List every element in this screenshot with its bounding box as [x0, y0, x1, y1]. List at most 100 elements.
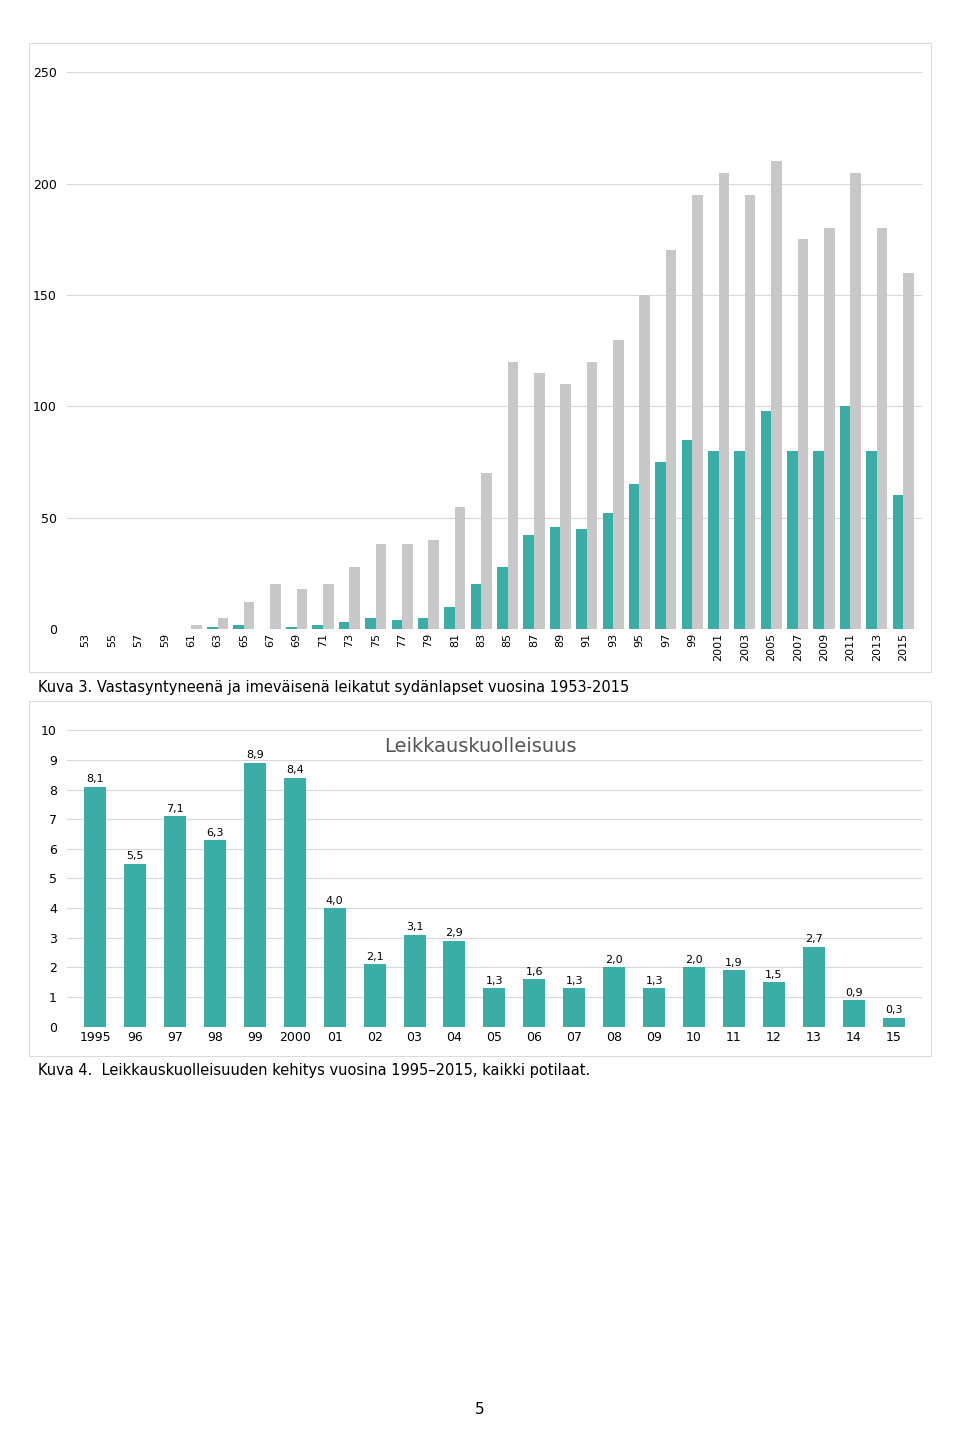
Bar: [903, 273, 914, 629]
Bar: [692, 195, 703, 629]
Bar: [745, 195, 756, 629]
Bar: [508, 362, 518, 629]
Bar: [233, 625, 244, 629]
Bar: [666, 250, 677, 629]
Bar: [550, 526, 561, 629]
Bar: [403, 934, 425, 1027]
Bar: [204, 840, 226, 1027]
Bar: [244, 603, 254, 629]
Text: 1,3: 1,3: [645, 976, 662, 986]
Text: 8,1: 8,1: [86, 774, 104, 784]
Bar: [523, 535, 534, 629]
Bar: [444, 941, 466, 1027]
Bar: [402, 544, 413, 629]
Text: 5,5: 5,5: [127, 852, 144, 862]
Bar: [763, 982, 785, 1027]
Text: 6,3: 6,3: [206, 827, 224, 837]
Bar: [523, 979, 545, 1027]
Bar: [803, 947, 825, 1027]
Bar: [365, 617, 375, 629]
Bar: [428, 539, 439, 629]
Bar: [643, 988, 665, 1027]
Bar: [484, 988, 505, 1027]
Bar: [470, 584, 481, 629]
Text: 3,1: 3,1: [406, 923, 423, 933]
Bar: [375, 544, 386, 629]
Bar: [324, 908, 346, 1027]
Text: 2,0: 2,0: [685, 954, 703, 964]
Bar: [207, 626, 218, 629]
Bar: [124, 863, 146, 1027]
Bar: [723, 970, 745, 1027]
Bar: [564, 988, 586, 1027]
Bar: [392, 620, 402, 629]
Text: 4,0: 4,0: [325, 895, 344, 905]
Bar: [284, 778, 305, 1027]
Text: 5: 5: [475, 1403, 485, 1417]
Bar: [734, 451, 745, 629]
Bar: [349, 567, 360, 629]
Bar: [534, 373, 544, 629]
Bar: [312, 625, 323, 629]
Bar: [164, 816, 186, 1027]
Bar: [708, 451, 718, 629]
Bar: [339, 622, 349, 629]
Bar: [656, 463, 666, 629]
Bar: [444, 607, 455, 629]
Text: 1,9: 1,9: [725, 957, 743, 967]
Bar: [286, 626, 297, 629]
Bar: [603, 967, 625, 1027]
Text: 8,9: 8,9: [246, 750, 264, 761]
Bar: [218, 617, 228, 629]
Bar: [639, 295, 650, 629]
Bar: [561, 385, 571, 629]
Bar: [771, 162, 781, 629]
Bar: [843, 1001, 865, 1027]
Text: 0,9: 0,9: [845, 988, 862, 998]
Bar: [481, 473, 492, 629]
Text: 2,9: 2,9: [445, 928, 464, 938]
Bar: [191, 625, 202, 629]
Bar: [718, 172, 729, 629]
Bar: [418, 617, 428, 629]
Bar: [813, 451, 824, 629]
Bar: [787, 451, 798, 629]
Bar: [84, 787, 107, 1027]
Text: Leikkauskuolleisuus: Leikkauskuolleisuus: [384, 737, 576, 756]
Bar: [866, 451, 876, 629]
Bar: [297, 589, 307, 629]
Bar: [798, 239, 808, 629]
Bar: [323, 584, 333, 629]
Bar: [455, 506, 466, 629]
Text: 1,5: 1,5: [765, 970, 782, 980]
Bar: [882, 1018, 904, 1027]
Bar: [876, 228, 887, 629]
Text: 7,1: 7,1: [166, 804, 183, 814]
Bar: [893, 496, 903, 629]
Bar: [576, 529, 587, 629]
Bar: [613, 340, 624, 629]
Text: 1,3: 1,3: [565, 976, 583, 986]
Text: 1,3: 1,3: [486, 976, 503, 986]
Bar: [760, 411, 771, 629]
Bar: [682, 440, 692, 629]
Bar: [629, 484, 639, 629]
Text: 1,6: 1,6: [525, 967, 543, 977]
Bar: [271, 584, 280, 629]
Bar: [851, 172, 861, 629]
Text: 2,0: 2,0: [606, 954, 623, 964]
Text: Kuva 4.  Leikkauskuolleisuuden kehitys vuosina 1995–2015, kaikki potilaat.: Kuva 4. Leikkauskuolleisuuden kehitys vu…: [38, 1063, 590, 1077]
Bar: [244, 763, 266, 1027]
Text: 8,4: 8,4: [286, 765, 303, 775]
Bar: [684, 967, 705, 1027]
Text: 2,7: 2,7: [804, 934, 823, 944]
Bar: [840, 406, 851, 629]
Bar: [603, 513, 613, 629]
Legend: Vastasyntyneet < 1 kk, Imeväiset < 1 v: Vastasyntyneet < 1 kk, Imeväiset < 1 v: [249, 811, 569, 834]
Text: 2,1: 2,1: [366, 951, 383, 962]
Bar: [824, 228, 834, 629]
Text: Kuva 3. Vastasyntyneenä ja imeväisenä leikatut sydänlapset vuosina 1953-2015: Kuva 3. Vastasyntyneenä ja imeväisenä le…: [38, 680, 630, 694]
Text: 0,3: 0,3: [885, 1005, 902, 1015]
Bar: [587, 362, 597, 629]
Bar: [497, 567, 508, 629]
